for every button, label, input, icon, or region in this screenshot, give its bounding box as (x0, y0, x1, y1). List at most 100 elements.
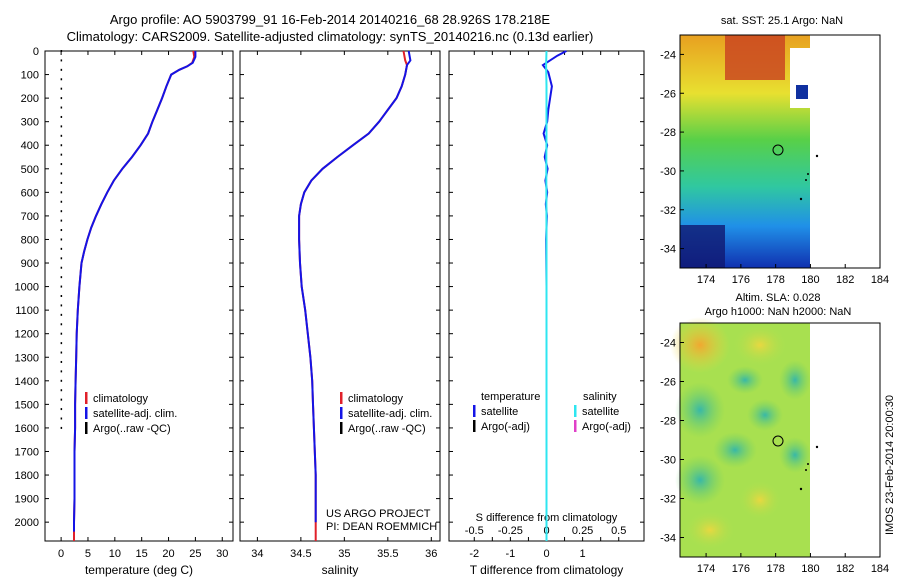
map-y-tick-label: -26 (660, 88, 676, 100)
map-x-tick-label: 182 (836, 274, 854, 286)
argo-point (60, 181, 63, 184)
salinity-axes-frame (239, 50, 441, 542)
y-tick-label: 1800 (15, 470, 39, 482)
sst-missing-data (796, 85, 808, 99)
legend-swatch (574, 420, 577, 432)
y-tick-label: 1100 (15, 305, 39, 317)
legend-label: Argo(..raw -QC) (348, 423, 426, 435)
y-tick-label: 300 (21, 117, 39, 129)
legend-title: temperature (481, 391, 540, 403)
argo-point (60, 134, 63, 137)
argo-point (60, 229, 63, 232)
argo-point (60, 247, 63, 250)
y-tick-label: 800 (21, 234, 39, 246)
map-x-tick-label: 174 (697, 563, 715, 575)
sla-map-title: Altim. SLA: 0.028 (736, 292, 821, 304)
map-y-tick-label: -34 (660, 244, 676, 256)
argo-point (60, 379, 63, 382)
map-y-tick-label: -34 (660, 533, 676, 545)
argo-point (60, 285, 63, 288)
argo-point (60, 426, 63, 429)
x-tick-label: 36 (425, 548, 437, 560)
legend-swatch (473, 420, 476, 432)
legend-swatch (340, 407, 343, 419)
x-tick-label: 10 (109, 548, 121, 560)
legend-label: climatology (348, 393, 404, 405)
x-tick-label: 0 (543, 548, 549, 560)
map-y-tick-label: -24 (660, 338, 676, 350)
salinity-plot: 34 34.5 35 35.5 36 salinity climatology satelli… (239, 50, 441, 577)
argo-point (60, 323, 63, 326)
argo-point (60, 219, 63, 222)
argo-point (60, 144, 63, 147)
difference-plot: -2 -1 0 1 T difference from climatology -0.5 -… (448, 50, 645, 577)
map-x-tick-label: 178 (766, 274, 784, 286)
y-tick-label: 0 (33, 46, 39, 58)
x-tick-label: 20 (162, 548, 174, 560)
legend-label: satellite-adj. clim. (348, 408, 432, 420)
argo-point (60, 276, 63, 279)
y-tick-label: 900 (21, 258, 39, 270)
sst-map-title: sat. SST: 25.1 Argo: NaN (721, 15, 843, 27)
sst-warm-patch (725, 35, 785, 80)
y-tick-label: 2000 (15, 517, 39, 529)
argo-point (60, 125, 63, 128)
x-tick-label: -1 (505, 548, 515, 560)
top-tick-label: 0.25 (572, 525, 593, 537)
x-tick-label: 5 (85, 548, 91, 560)
legend-swatch (85, 407, 88, 419)
top-tick-label: 0.5 (611, 525, 626, 537)
map-y-tick-label: -30 (660, 455, 676, 467)
map-x-tick-label: 178 (766, 563, 784, 575)
y-tick-label: 1300 (15, 352, 39, 364)
argo-point (60, 398, 63, 401)
sla-map: Altim. SLA: 0.028 Argo h1000: NaN h2000:… (660, 292, 889, 575)
y-tick-label: 100 (21, 70, 39, 82)
map-x-tick-label: 174 (697, 274, 715, 286)
y-tick-label: 1200 (15, 329, 39, 341)
salinity-x-axis-label: salinity (322, 563, 359, 577)
island-dots (799, 154, 819, 201)
x-tick-label: 35.5 (377, 548, 398, 560)
map-y-tick-label: -28 (660, 416, 676, 428)
argo-point (60, 313, 63, 316)
argo-point (60, 360, 63, 363)
float-marker (772, 144, 784, 156)
argo-point (60, 238, 63, 241)
argo-point (60, 210, 63, 213)
map-y-tick-label: -24 (660, 49, 676, 61)
y-tick-label: 1700 (15, 446, 39, 458)
argo-point (60, 68, 63, 71)
argo-point (60, 351, 63, 354)
legend-swatch (340, 392, 343, 404)
argo-point (60, 106, 63, 109)
argo-point (60, 163, 63, 166)
legend-label: Argo(-adj) (582, 421, 631, 433)
salinity-series-1 (298, 50, 412, 523)
argo-point (60, 50, 63, 52)
header-line1: Argo profile: AO 5903799_91 16-Feb-2014 … (110, 12, 551, 27)
top-tick-label: -0.5 (465, 525, 484, 537)
map-x-tick-label: 176 (732, 274, 750, 286)
argo-point (60, 87, 63, 90)
argo-point (60, 304, 63, 307)
project-annotation: US ARGO PROJECT (326, 508, 431, 520)
temperature-series-1 (73, 51, 197, 532)
argo-point (60, 115, 63, 118)
map-x-tick-label: 182 (836, 563, 854, 575)
x-tick-label: 1 (580, 548, 586, 560)
argo-point (60, 266, 63, 269)
x-tick-label: 34 (251, 548, 263, 560)
legend-label: climatology (93, 393, 149, 405)
legend-label: Argo(..raw -QC) (93, 423, 171, 435)
argo-point (60, 417, 63, 420)
argo-point (60, 191, 63, 194)
argo-point (60, 257, 63, 260)
y-tick-label: 1400 (15, 376, 39, 388)
x-tick-label: 30 (216, 548, 228, 560)
argo-point (60, 370, 63, 373)
x-tick-label: 35 (338, 548, 350, 560)
legend-label: Argo(-adj) (481, 421, 530, 433)
map-x-tick-label: 180 (801, 274, 819, 286)
